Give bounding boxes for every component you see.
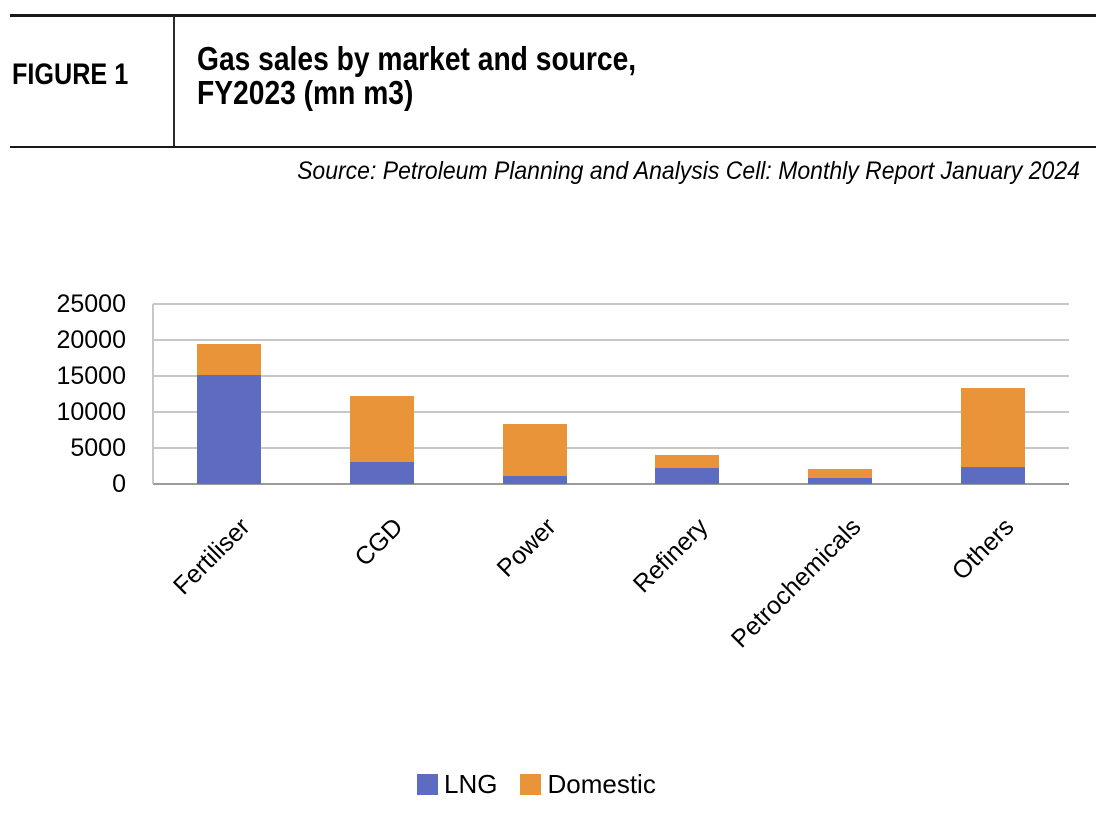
legend-swatch-domestic [520, 773, 542, 795]
legend-item-lng: LNG [417, 769, 498, 799]
y-tick-10000: 10000 [56, 398, 126, 426]
bar-segment-lng-cgd [350, 462, 414, 484]
y-axis-line [152, 304, 154, 484]
figure-title-line2: FY2023 (mn m3) [197, 74, 414, 111]
bar-segment-lng-power [502, 476, 567, 484]
bar-segment-domestic-refinery [655, 455, 720, 469]
y-tick-0: 0 [112, 470, 126, 498]
gridline-25000 [153, 303, 1069, 305]
bar-segment-domestic-fertiliser [197, 343, 262, 375]
x-label-cgd: CGD [349, 512, 409, 572]
x-axis-line [153, 483, 1069, 485]
legend-swatch-lng [417, 773, 438, 795]
y-tick-25000: 25000 [56, 290, 126, 318]
header-top-rule [10, 14, 1096, 17]
bar-segment-lng-refinery [655, 468, 720, 484]
gridline-15000 [153, 375, 1069, 377]
header-divider [173, 16, 175, 146]
gridline-5000 [153, 447, 1069, 449]
legend-label-lng: LNG [444, 769, 498, 799]
gridline-10000 [153, 411, 1069, 413]
legend-label-domestic: Domestic [547, 769, 656, 799]
bar-segment-lng-petrochemicals [808, 477, 872, 484]
bar-segment-domestic-cgd [350, 396, 414, 463]
x-label-refinery: Refinery [628, 512, 714, 599]
figure-title-line1: Gas sales by market and source, [197, 40, 637, 77]
chart-legend: LNG Domestic [417, 769, 656, 799]
bar-segment-domestic-petrochemicals [808, 468, 872, 478]
bar-segment-lng-fertiliser [197, 374, 262, 484]
y-tick-15000: 15000 [56, 362, 126, 390]
y-tick-20000: 20000 [56, 326, 126, 354]
header-bottom-rule [10, 146, 1096, 148]
legend-item-domestic: Domestic [520, 769, 656, 799]
x-label-petrochemicals: Petrochemicals [725, 512, 867, 654]
bar-segment-lng-others [960, 467, 1025, 484]
source-caption: Source: Petroleum Planning and Analysis … [297, 157, 1080, 185]
figure-title: Gas sales by market and source, FY2023 (… [197, 42, 636, 110]
gridline-20000 [153, 339, 1069, 341]
x-label-fertiliser: Fertiliser [168, 512, 256, 601]
bar-segment-domestic-power [502, 424, 567, 477]
y-tick-5000: 5000 [70, 434, 126, 462]
bar-segment-domestic-others [960, 387, 1025, 468]
x-label-power: Power [491, 512, 562, 583]
figure-label: FIGURE 1 [12, 58, 129, 91]
x-label-others: Others [946, 512, 1020, 586]
